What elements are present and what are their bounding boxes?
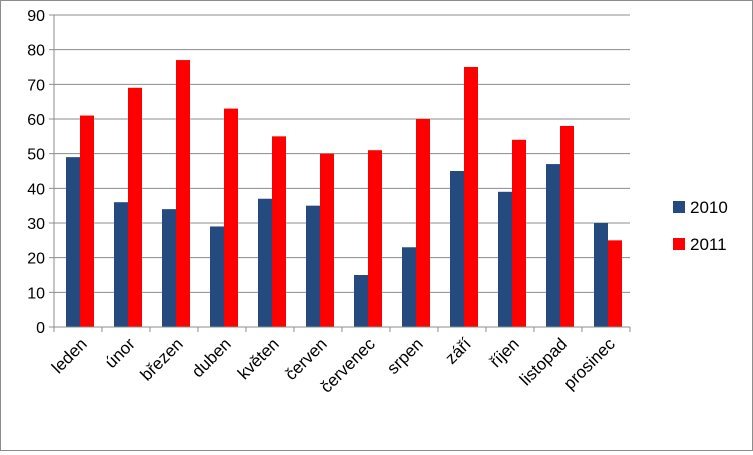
- bar-2010-červen: [306, 205, 320, 327]
- bar-2010-únor: [114, 202, 128, 327]
- bar-2011-duben: [224, 108, 238, 327]
- bar-2010-listopad: [546, 164, 560, 327]
- y-tick-labels: 0 10 20 30 40 50 60 70 80 90: [27, 8, 45, 337]
- x-category-label: leden: [48, 334, 91, 377]
- y-tick-label: 50: [27, 147, 45, 164]
- axes: [49, 14, 631, 332]
- bar-2010-květen: [258, 198, 272, 327]
- bar-2011-prosinec: [608, 240, 622, 327]
- bar-2011-srpen: [416, 119, 430, 327]
- bar-2010-březen: [162, 209, 176, 327]
- y-tick-label: 0: [36, 320, 45, 337]
- y-tick-label: 70: [27, 77, 45, 94]
- y-tick-label: 10: [27, 285, 45, 302]
- bar-2010-červenec: [354, 275, 368, 327]
- bar-2010-říjen: [498, 191, 512, 327]
- bar-2011-září: [464, 67, 478, 327]
- x-category-label: únor: [101, 334, 139, 372]
- bar-2011-únor: [128, 87, 142, 327]
- bars: [66, 60, 622, 328]
- bar-2010-srpen: [402, 247, 416, 327]
- y-tick-label: 80: [27, 43, 45, 60]
- x-category-label: květen: [234, 334, 283, 383]
- gridlines: [54, 14, 630, 293]
- legend: 2010 2011: [673, 198, 728, 254]
- legend-swatch-2010: [673, 201, 685, 213]
- y-tick-label: 60: [27, 112, 45, 129]
- bar-2010-září: [450, 171, 464, 327]
- x-category-label: září: [441, 334, 475, 368]
- bar-2011-červenec: [368, 150, 382, 327]
- bar-2011-červen: [320, 153, 334, 327]
- y-tick-label: 40: [27, 181, 45, 198]
- y-tick-label: 90: [27, 8, 45, 25]
- legend-label-2010: 2010: [690, 198, 728, 217]
- legend-swatch-2011: [673, 238, 685, 250]
- y-tick-label: 20: [27, 251, 45, 268]
- bar-2011-říjen: [512, 139, 526, 327]
- bar-2010-leden: [66, 157, 80, 327]
- bar-2011-květen: [272, 136, 286, 327]
- y-tick-label: 30: [27, 216, 45, 233]
- legend-label-2011: 2011: [690, 235, 727, 254]
- bar-2011-listopad: [560, 125, 574, 327]
- x-category-label: březen: [137, 334, 187, 384]
- x-category-label: duben: [188, 334, 235, 381]
- x-category-label: prosinec: [560, 334, 619, 393]
- x-category-label: srpen: [383, 334, 427, 378]
- bar-2011-leden: [80, 115, 94, 328]
- bar-2011-březen: [176, 60, 190, 328]
- bar-2010-duben: [210, 226, 224, 327]
- bar-2010-prosinec: [594, 223, 608, 327]
- x-category-label: říjen: [486, 334, 523, 371]
